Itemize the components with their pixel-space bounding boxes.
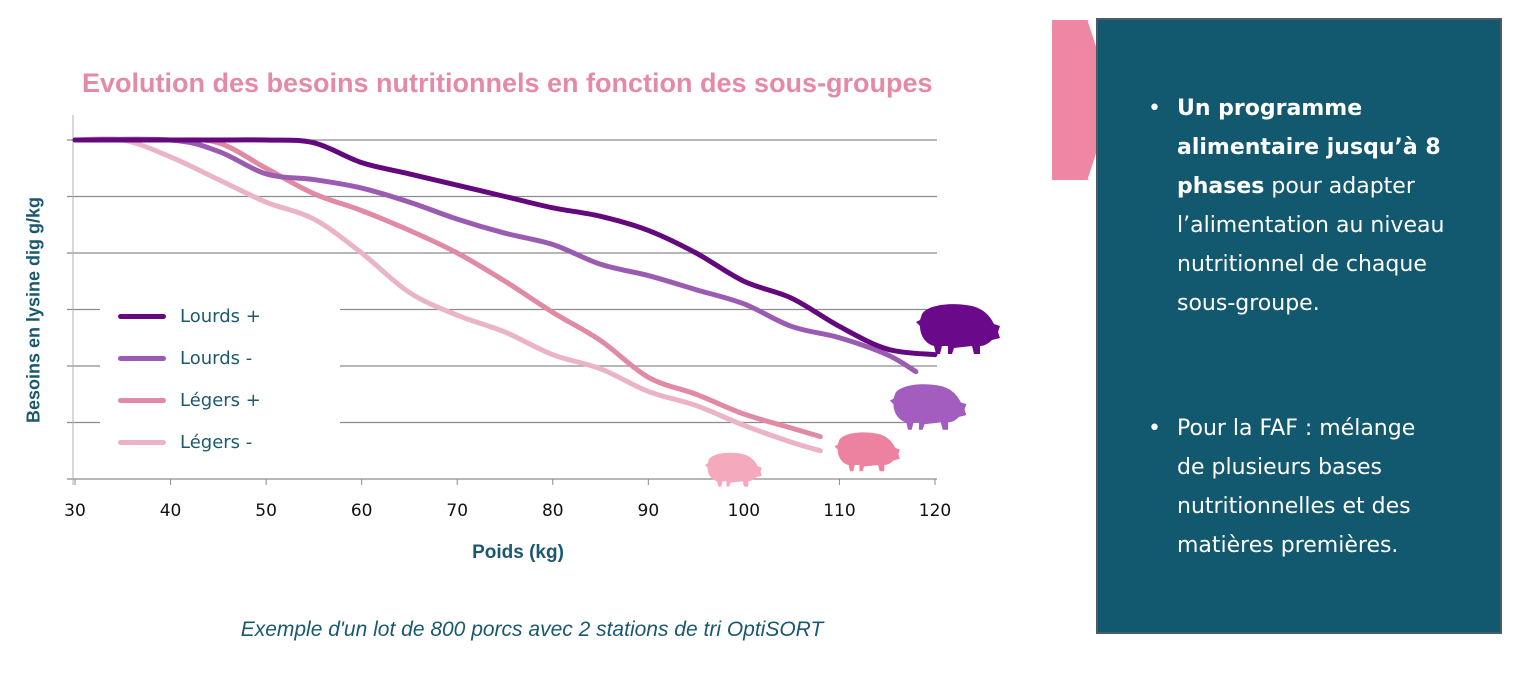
series-layer [72, 136, 938, 454]
legend-item-legers-minus: Légers - [118, 427, 252, 457]
legend-label: Légers + [180, 389, 261, 411]
legend-item-lourds-minus: Lourds - [118, 343, 252, 373]
x-tick-label: 70 [446, 501, 468, 521]
x-tick-label: 80 [542, 501, 564, 521]
bullet-icon: • [1148, 96, 1161, 121]
bullet-icon: • [1148, 416, 1161, 441]
series-line-legers-minus [72, 136, 823, 454]
legend-label: Lourds - [180, 347, 253, 369]
bullet-text: pour adapter l’alimentation au niveau nu… [1177, 174, 1445, 316]
x-tick-label: 40 [160, 501, 182, 521]
pig-icon-lourds-minus [889, 384, 967, 430]
pig-icon-lourds-plus [916, 304, 1000, 354]
x-tick-label: 100 [728, 501, 760, 521]
chart-caption: Exemple d'un lot de 800 porcs avec 2 sta… [240, 618, 824, 641]
x-axis-label: Poids (kg) [472, 542, 564, 563]
series-line-lourds-minus [72, 136, 919, 375]
x-tick-label: 50 [255, 501, 277, 521]
bullet-bold-text: Un programme alimentaire jusqu’à 8 phase… [1177, 96, 1441, 199]
x-tick-label: 60 [351, 501, 373, 521]
series-line-lourds-plus [72, 137, 938, 358]
pig-icon-legers-plus [834, 432, 900, 472]
y-axis-label: Besoins en lysine dig g/kg [23, 196, 44, 424]
legend-swatch [118, 355, 166, 361]
legend-swatch [118, 397, 166, 403]
legend-label: Lourds + [180, 305, 261, 327]
chart-title: Evolution des besoins nutritionnels en f… [82, 68, 933, 98]
bullet-item-programme: • Un programme alimentaire jusqu’à 8 pha… [1148, 89, 1448, 323]
x-tick-label: 120 [919, 501, 951, 521]
pig-icon-legers-minus [704, 452, 762, 487]
series-line-legers-plus [72, 137, 823, 440]
legend-label: Légers - [180, 431, 253, 453]
info-panel [1096, 18, 1502, 634]
legend-swatch [118, 313, 166, 319]
chart-legend: Lourds + Lourds - Légers + Légers - [100, 296, 340, 468]
legend-item-lourds-plus: Lourds + [118, 301, 261, 331]
legend-item-legers-plus: Légers + [118, 385, 261, 415]
x-axis-ticks: 30 40 50 60 70 80 90 100 110 120 [64, 479, 951, 521]
bullet-item-faf: • Pour la FAF : mélange de plusieurs bas… [1148, 409, 1448, 565]
x-tick-label: 30 [64, 501, 86, 521]
x-tick-label: 90 [638, 501, 660, 521]
bullet-text: Pour la FAF : mélange de plusieurs bases… [1177, 416, 1416, 558]
legend-swatch [118, 439, 166, 445]
x-tick-label: 110 [823, 501, 855, 521]
